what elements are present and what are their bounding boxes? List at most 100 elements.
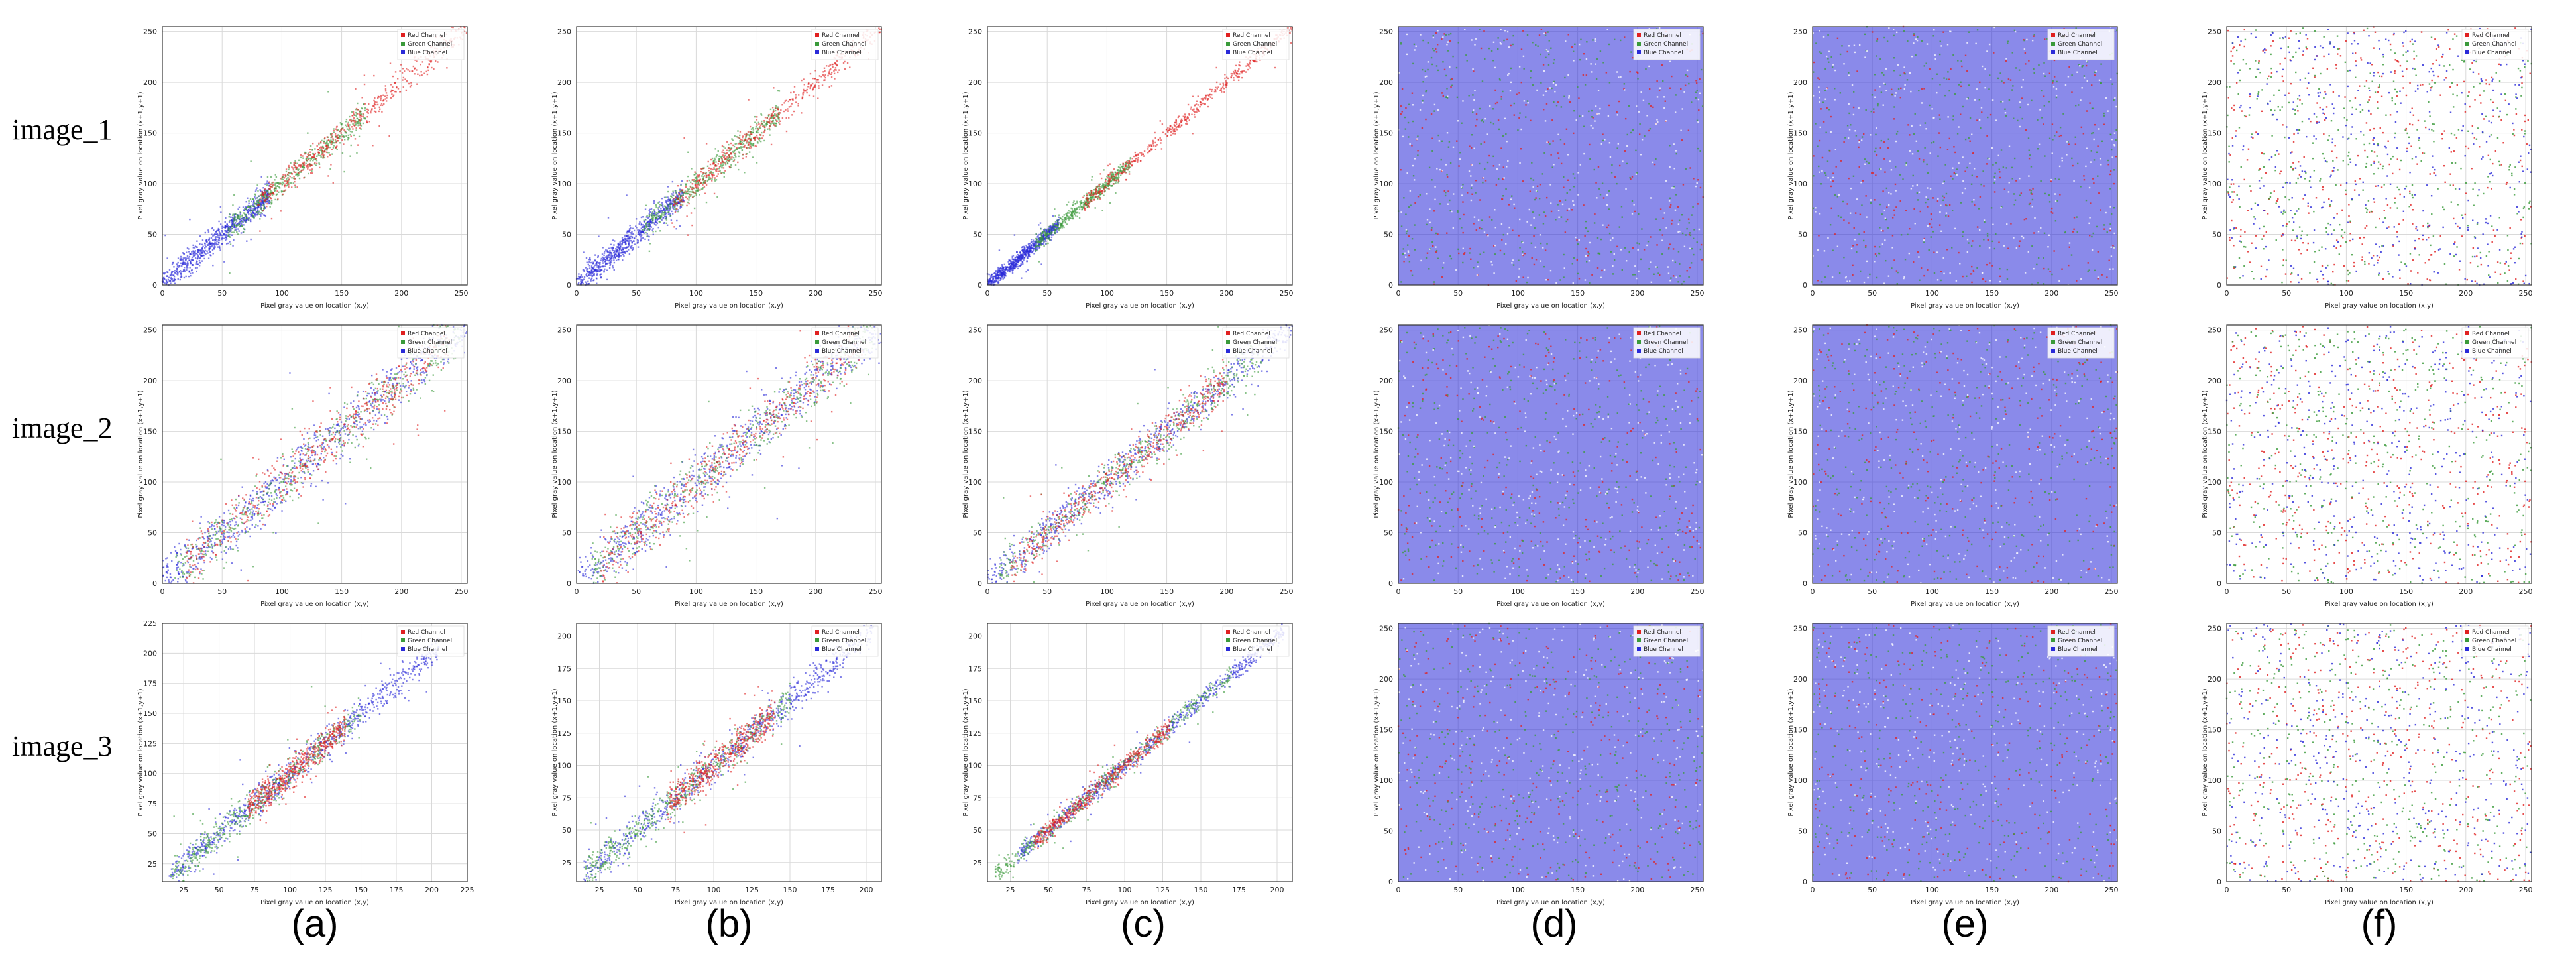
data-point: [761, 125, 764, 127]
data-point: [663, 222, 665, 225]
data-point: [716, 168, 718, 170]
data-point: [597, 266, 600, 268]
data-point: [624, 247, 626, 249]
data-point: [675, 210, 677, 212]
data-point: [267, 192, 270, 194]
data-point: [1064, 221, 1066, 223]
data-point: [380, 103, 383, 105]
data-point: [251, 216, 254, 218]
data-point: [808, 94, 811, 97]
data-point: [1043, 240, 1046, 243]
data-point: [341, 135, 343, 138]
data-point: [738, 152, 741, 154]
data-point: [182, 259, 184, 261]
data-point: [276, 185, 279, 187]
data-point: [260, 215, 262, 217]
data-point: [609, 261, 611, 263]
data-point: [1015, 262, 1017, 265]
data-point: [1180, 118, 1183, 121]
data-point: [1023, 249, 1025, 251]
data-point: [360, 114, 362, 117]
data-point: [384, 90, 387, 92]
data-point: [671, 200, 674, 202]
data-point: [622, 239, 624, 242]
data-point: [1126, 162, 1129, 164]
data-point: [202, 249, 205, 252]
data-point: [367, 109, 370, 111]
data-point: [326, 148, 328, 150]
data-point: [1062, 220, 1064, 222]
data-point: [264, 193, 266, 195]
data-point: [269, 201, 272, 204]
data-point: [1005, 267, 1008, 269]
data-point: [1083, 194, 1086, 197]
data-point: [173, 266, 175, 268]
data-point: [1046, 237, 1048, 240]
data-point: [1059, 227, 1061, 229]
data-point: [801, 96, 804, 98]
data-point: [697, 181, 699, 183]
data-point: [655, 214, 657, 216]
data-point: [719, 170, 721, 172]
data-point: [631, 241, 633, 243]
data-point: [168, 276, 170, 278]
data-point: [592, 272, 594, 274]
data-point: [239, 213, 241, 215]
data-point: [1039, 243, 1042, 245]
data-point: [400, 64, 402, 66]
data-point: [303, 161, 306, 163]
data-point: [231, 227, 233, 229]
data-point: [734, 164, 737, 166]
data-point: [359, 124, 361, 127]
data-point: [234, 229, 236, 231]
data-point: [579, 276, 581, 278]
data-point: [1195, 103, 1198, 105]
data-point: [778, 119, 780, 121]
data-point: [320, 146, 322, 148]
data-point: [1125, 172, 1127, 174]
data-point: [1210, 90, 1213, 92]
data-point: [596, 271, 599, 272]
data-point: [586, 271, 588, 272]
data-point: [249, 198, 252, 200]
data-point: [604, 261, 607, 263]
data-point: [1050, 233, 1052, 235]
data-point: [1117, 178, 1120, 181]
data-point: [608, 267, 611, 269]
data-point: [1110, 171, 1112, 173]
data-point: [243, 219, 245, 222]
data-point: [1001, 276, 1004, 278]
data-point: [635, 225, 637, 227]
data-point: [192, 264, 194, 266]
data-point: [326, 149, 328, 151]
data-point: [797, 105, 799, 107]
data-point: [186, 265, 188, 267]
data-point: [1022, 249, 1025, 251]
data-point: [667, 206, 669, 208]
data-point: [341, 152, 344, 154]
data-point: [1074, 215, 1077, 217]
data-point: [233, 224, 236, 226]
legend-label: Red Channel: [822, 32, 860, 39]
data-point: [1225, 80, 1227, 82]
data-point: [1035, 249, 1038, 252]
data-point: [623, 251, 626, 253]
data-point: [620, 255, 622, 257]
data-point: [691, 224, 693, 227]
data-point: [186, 261, 189, 263]
data-point: [677, 197, 679, 199]
data-point: [225, 230, 227, 232]
data-point: [1111, 178, 1114, 181]
data-point: [649, 225, 651, 227]
data-point: [260, 202, 262, 204]
data-point: [1141, 152, 1143, 154]
data-point: [590, 278, 592, 281]
data-point: [664, 206, 667, 208]
data-point: [609, 263, 612, 265]
data-point: [321, 139, 323, 142]
data-point: [646, 229, 648, 231]
data-point: [722, 160, 724, 163]
data-point: [587, 268, 589, 270]
data-point: [219, 234, 222, 236]
data-point: [665, 208, 667, 210]
